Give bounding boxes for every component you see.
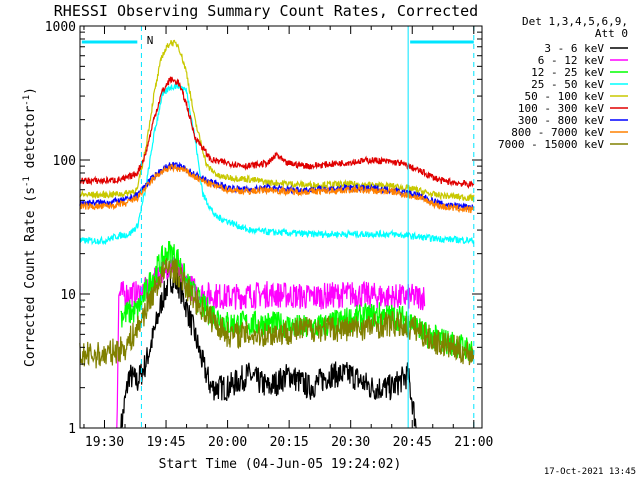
y-tick-label-3: 1000	[45, 20, 76, 35]
legend-label-2: 12 - 25 keV	[531, 66, 604, 79]
legend-label-8: 7000 - 15000 keV	[498, 138, 604, 151]
series-line-1	[116, 256, 426, 429]
chart-title: RHESSI Observing Summary Count Rates, Co…	[54, 2, 478, 20]
legend-label-5: 100 - 300 keV	[518, 102, 604, 115]
y-axis-label-mid: detector	[23, 106, 38, 177]
y-axis-label: Corrected Count Rate (s-1 detector-1)	[22, 87, 38, 367]
timestamp: 17-Oct-2021 13:45	[544, 467, 636, 477]
legend-header-line1: Det 1,3,4,5,6,9,	[522, 15, 628, 28]
y-tick-label-2: 100	[53, 154, 76, 169]
x-tick-label-1: 19:45	[146, 435, 185, 450]
x-tick-label-5: 20:45	[393, 435, 432, 450]
legend-header-line2: Att 0	[595, 27, 628, 40]
y-axis-label-sup1: -1	[22, 176, 32, 187]
x-tick-label-4: 20:30	[331, 435, 370, 450]
legend-label-1: 6 - 12 keV	[538, 54, 605, 67]
y-axis-label-main: Corrected Count Rate (s	[23, 187, 38, 367]
y-axis-label-sup2: -1	[22, 95, 32, 106]
legend-label-3: 25 - 50 keV	[531, 78, 604, 91]
y-tick-label-1: 10	[60, 288, 76, 303]
x-tick-label-0: 19:30	[85, 435, 124, 450]
legend-label-0: 3 - 6 keV	[544, 42, 604, 55]
legend-label-7: 800 - 7000 keV	[511, 126, 604, 139]
x-axis-label: Start Time (04-Jun-05 19:24:02)	[159, 457, 402, 472]
legend-label-4: 50 - 100 keV	[525, 90, 605, 103]
attenuator-marker-label: N	[147, 34, 154, 47]
y-tick-label-0: 1	[68, 422, 76, 437]
y-axis-ticks: 1 10 100 1000	[45, 20, 482, 437]
x-tick-label-2: 20:00	[208, 435, 247, 450]
x-tick-label-6: 21:00	[454, 435, 493, 450]
legend-label-6: 300 - 800 keV	[518, 114, 604, 127]
plot-frame	[79, 25, 483, 429]
marker-layer	[81, 26, 475, 428]
y-axis-label-end: )	[23, 87, 38, 95]
x-tick-label-3: 20:15	[270, 435, 309, 450]
x-axis-ticks: 19:30 19:45 20:00 20:15 20:30 20:45 21:00	[83, 26, 493, 450]
